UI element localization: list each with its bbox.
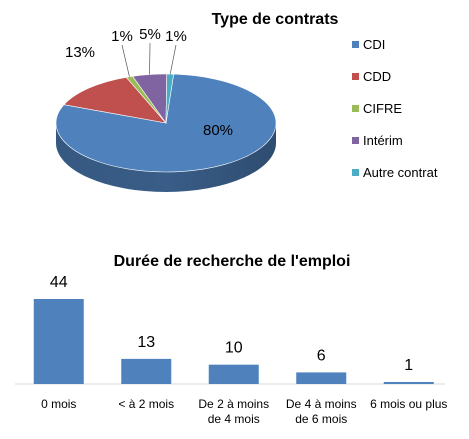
bar-category-label: 6 mois ou plus (370, 397, 447, 411)
bars (33, 299, 434, 384)
bar-category-labels: 0 mois < à 2 mois De 2 à moins de 4 mois De … (41, 397, 447, 426)
bar-data-label: 10 (225, 340, 243, 357)
legend-swatch (352, 137, 359, 144)
pie-data-labels: 80%13%1% 5% 1% (65, 26, 233, 139)
bar (383, 382, 434, 384)
pie-side-wall-shade (56, 123, 276, 192)
pie-data-label: 5% (139, 26, 161, 43)
legend-label: CDD (363, 69, 391, 84)
legend-swatch (352, 73, 359, 80)
bar (121, 358, 172, 384)
pie-data-label: 1% (165, 28, 187, 45)
bar-category-label: 0 mois (41, 397, 76, 411)
pie-data-label: 13% (65, 44, 95, 61)
bar-chart-title: Durée de recherche de l'emploi (114, 253, 351, 270)
legend-label: CIFRE (363, 101, 402, 116)
bar (33, 299, 84, 384)
pie-leader-line (121, 44, 130, 77)
pie-slice-cdd (63, 76, 167, 124)
bar-category-label: De 4 à moins de 6 mois (286, 397, 357, 426)
pie-rim (56, 123, 276, 192)
legend-swatch (352, 169, 359, 176)
pie-data-label: 1% (111, 28, 133, 45)
bar-data-label: 1 (404, 357, 413, 374)
bar-category-label: < à 2 mois (118, 397, 174, 411)
bar-data-label: 44 (50, 274, 68, 291)
pie-chart-title: Type de contrats (212, 11, 339, 28)
bar-category-label: De 2 à moins de 4 mois (198, 397, 269, 426)
legend-label: Autre contrat (363, 165, 438, 180)
pie-chart: Type de contrats 80%13%1% 5% 1% CDICDDCIFR… (55, 11, 438, 192)
bar (208, 364, 259, 384)
pie-slice-autre-contrat (165, 73, 175, 124)
pie-legend: CDI CDD CIFRE Intérim Autre contrat (352, 37, 438, 180)
legend-swatch (352, 41, 359, 48)
legend-label: Intérim (363, 133, 403, 148)
bar-data-labels: 44 13 10 6 1 (50, 274, 413, 374)
pie-data-label: 80% (203, 122, 233, 139)
bar-data-label: 6 (317, 347, 326, 364)
pie-slices (55, 73, 277, 173)
bar (296, 372, 347, 384)
bar-data-label: 13 (137, 334, 155, 351)
pie-leader-line (169, 44, 177, 75)
legend-label: CDI (363, 37, 385, 52)
legend-swatch (352, 105, 359, 112)
